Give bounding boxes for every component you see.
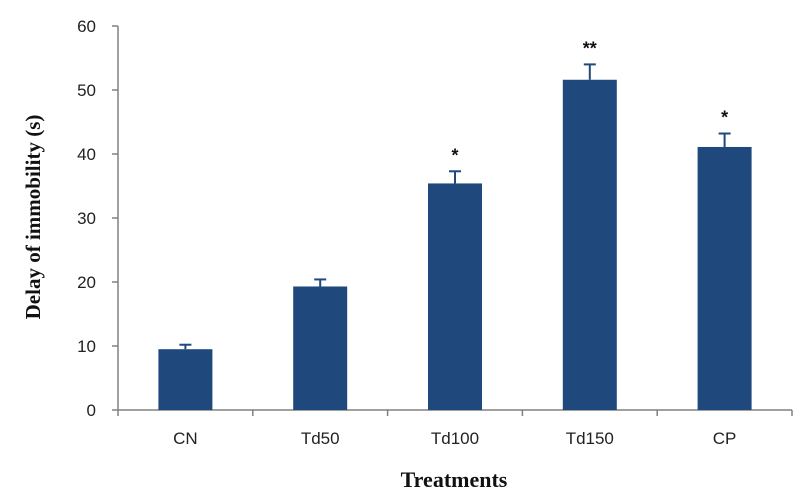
- x-tick-label: Td100: [431, 429, 479, 448]
- y-tick-label: 60: [77, 17, 96, 36]
- y-tick-label: 0: [87, 401, 96, 420]
- y-tick-label: 30: [77, 209, 96, 228]
- y-tick-label: 10: [77, 337, 96, 356]
- bar-td100: [428, 183, 482, 410]
- y-axis-title: Delay of immobility (s): [21, 115, 45, 320]
- x-tick-label: Td50: [301, 429, 340, 448]
- bar-cn: [158, 349, 213, 410]
- x-tick-label: Td150: [566, 429, 614, 448]
- y-tick-label: 20: [77, 273, 96, 292]
- bar-td150: [562, 79, 617, 410]
- x-tick-label: CP: [713, 429, 737, 448]
- x-tick-label: CN: [173, 429, 198, 448]
- y-tick-label: 50: [77, 81, 96, 100]
- bar-cp: [697, 146, 752, 410]
- bars: ****: [158, 38, 752, 410]
- significance-marker: *: [721, 108, 728, 128]
- significance-marker: *: [451, 145, 458, 165]
- y-tick-label: 40: [77, 145, 96, 164]
- significance-marker: **: [583, 38, 597, 58]
- x-axis: CN Td50 Td100 Td150 CP: [117, 409, 793, 448]
- y-axis: 0 10 20 30 40 50 60: [77, 17, 119, 420]
- bar-td50: [293, 286, 348, 410]
- x-axis-title: Treatments: [401, 467, 508, 492]
